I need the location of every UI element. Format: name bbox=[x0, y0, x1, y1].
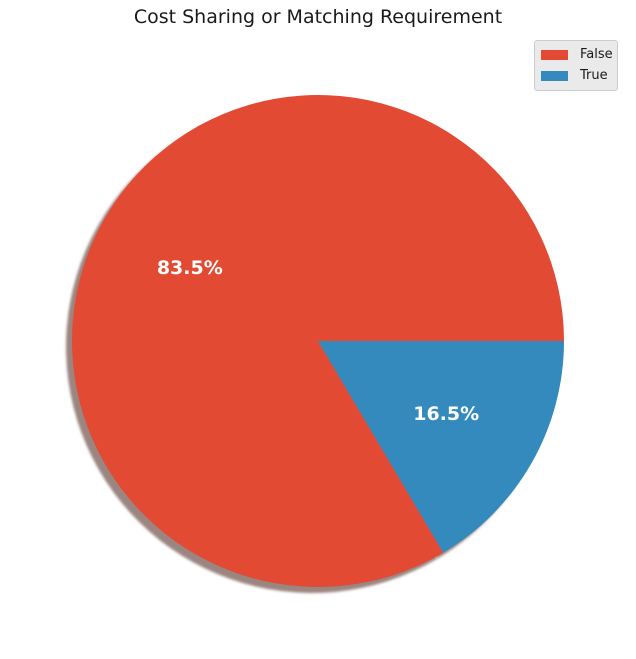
pie-slices bbox=[71, 94, 564, 587]
pie-slice-false bbox=[71, 94, 564, 587]
pie-label-false: 83.5% bbox=[157, 257, 223, 279]
pie-slice-true bbox=[318, 341, 564, 553]
pie-labels: 83.5% 16.5% bbox=[157, 257, 479, 425]
legend-swatch-true bbox=[541, 70, 568, 81]
legend-label-false: False bbox=[580, 47, 613, 62]
legend-item-true: True bbox=[541, 65, 609, 86]
pie-label-true: 16.5% bbox=[413, 403, 479, 425]
legend-item-false: False bbox=[541, 44, 613, 65]
chart-title: Cost Sharing or Matching Requirement bbox=[133, 6, 503, 28]
legend-label-true: True bbox=[580, 68, 608, 83]
legend-swatch-false bbox=[541, 49, 568, 60]
legend: False True bbox=[534, 40, 618, 91]
